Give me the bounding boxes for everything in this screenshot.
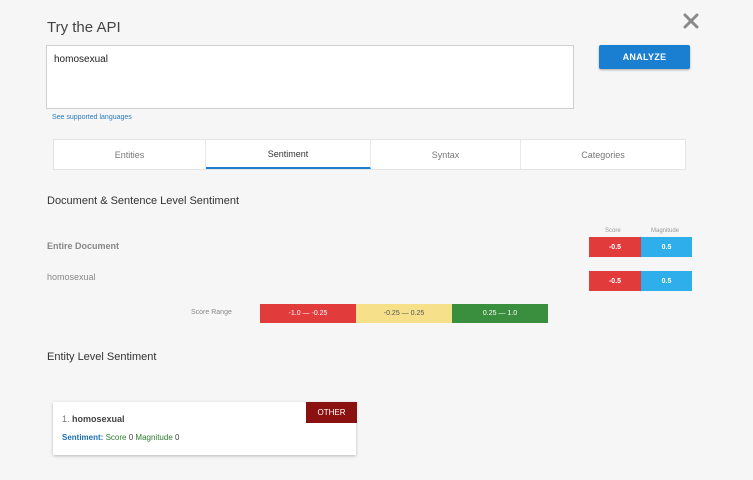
tab-bar: Entities Sentiment Syntax Categories <box>53 139 686 170</box>
row-label-sentence: homosexual <box>47 272 96 282</box>
score-range-label: Score Range <box>191 309 232 316</box>
entity-sentiment: Sentiment: Score 0 Magnitude 0 <box>62 433 179 442</box>
tab-syntax[interactable]: Syntax <box>371 140 521 169</box>
range-neutral: -0.25 — 0.25 <box>356 304 452 323</box>
score-cell: -0.5 <box>589 237 641 257</box>
magnitude-cell: 0.5 <box>641 237 692 257</box>
entity-card: 1. homosexual Sentiment: Score 0 Magnitu… <box>53 402 356 455</box>
magnitude-cell: 0.5 <box>641 271 692 291</box>
entity-type-badge: OTHER <box>306 402 357 423</box>
entity-index: 1. <box>62 414 70 424</box>
score-cell: -0.5 <box>589 271 641 291</box>
analyze-button[interactable]: ANALYZE <box>599 45 690 69</box>
tab-entities[interactable]: Entities <box>54 140 206 169</box>
entity-sentiment-heading: Entity Level Sentiment <box>47 351 157 363</box>
range-positive: 0.25 — 1.0 <box>452 304 548 323</box>
close-icon <box>683 13 699 29</box>
range-negative: -1.0 — -0.25 <box>260 304 356 323</box>
magnitude-value: 0 <box>175 433 180 442</box>
tab-sentiment[interactable]: Sentiment <box>206 140 371 169</box>
score-column-header: Score <box>605 228 621 234</box>
magnitude-column-header: Magnitude <box>651 228 680 234</box>
score-label: Score <box>105 433 127 442</box>
row-label-entire-document: Entire Document <box>47 241 120 251</box>
text-input[interactable]: homosexual <box>46 45 574 109</box>
score-value: 0 <box>128 433 134 442</box>
entity-title: 1. homosexual <box>62 414 125 424</box>
supported-languages-link[interactable]: See supported languages <box>52 114 132 121</box>
entity-name: homosexual <box>72 414 125 424</box>
document-sentiment-heading: Document & Sentence Level Sentiment <box>47 195 240 207</box>
dialog-title: Try the API <box>47 19 121 36</box>
sentiment-label: Sentiment: <box>62 433 104 442</box>
tab-categories[interactable]: Categories <box>581 149 625 160</box>
magnitude-label: Magnitude <box>135 433 173 442</box>
close-button[interactable] <box>681 11 701 31</box>
